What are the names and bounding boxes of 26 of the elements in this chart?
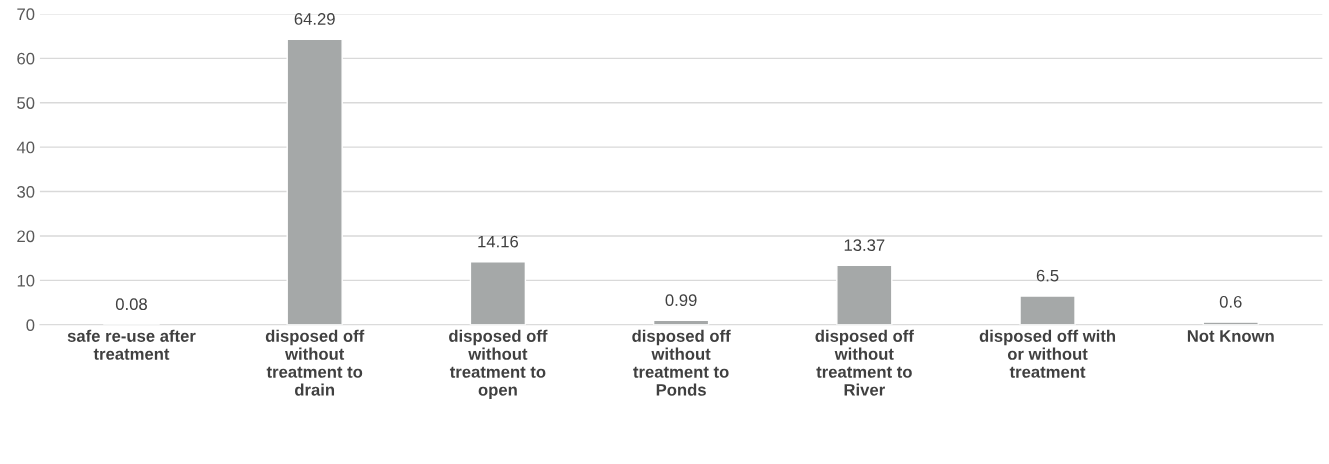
bar: [836, 264, 893, 325]
x-tick-label: disposed off with or without treatment: [979, 329, 1116, 378]
y-tick-label: 70: [17, 8, 35, 21]
y-tick-label: 40: [16, 141, 35, 154]
bar: [469, 261, 527, 325]
data-label: 14.16: [478, 235, 519, 248]
y-tick-label: 60: [17, 52, 35, 65]
y-tick-label: 0: [26, 319, 35, 331]
x-tick-label: disposed off without treatment to Ponds: [632, 329, 731, 396]
bar: [1019, 295, 1076, 325]
x-tick-label: safe re-use after treatment: [67, 329, 196, 360]
y-tick-label: 10: [17, 274, 35, 287]
data-label: 0.6: [1219, 295, 1242, 308]
data-label: 0.99: [665, 294, 697, 306]
y-tick-label: 30: [17, 185, 35, 198]
x-tick-label: disposed off without treatment to open: [449, 329, 548, 400]
y-tick-label: 20: [17, 230, 35, 243]
data-label: 13.37: [844, 239, 885, 252]
y-tick-label: 50: [17, 97, 35, 109]
bar: [286, 38, 343, 325]
data-label: 64.29: [294, 13, 335, 25]
data-label: 6.5: [1036, 269, 1059, 282]
x-tick-label: disposed off without treatment to River: [815, 329, 914, 396]
data-label: 0.08: [115, 298, 147, 311]
x-tick-label: Not Known: [1187, 330, 1274, 342]
x-tick-label: disposed off without treatment to drain: [265, 329, 365, 396]
